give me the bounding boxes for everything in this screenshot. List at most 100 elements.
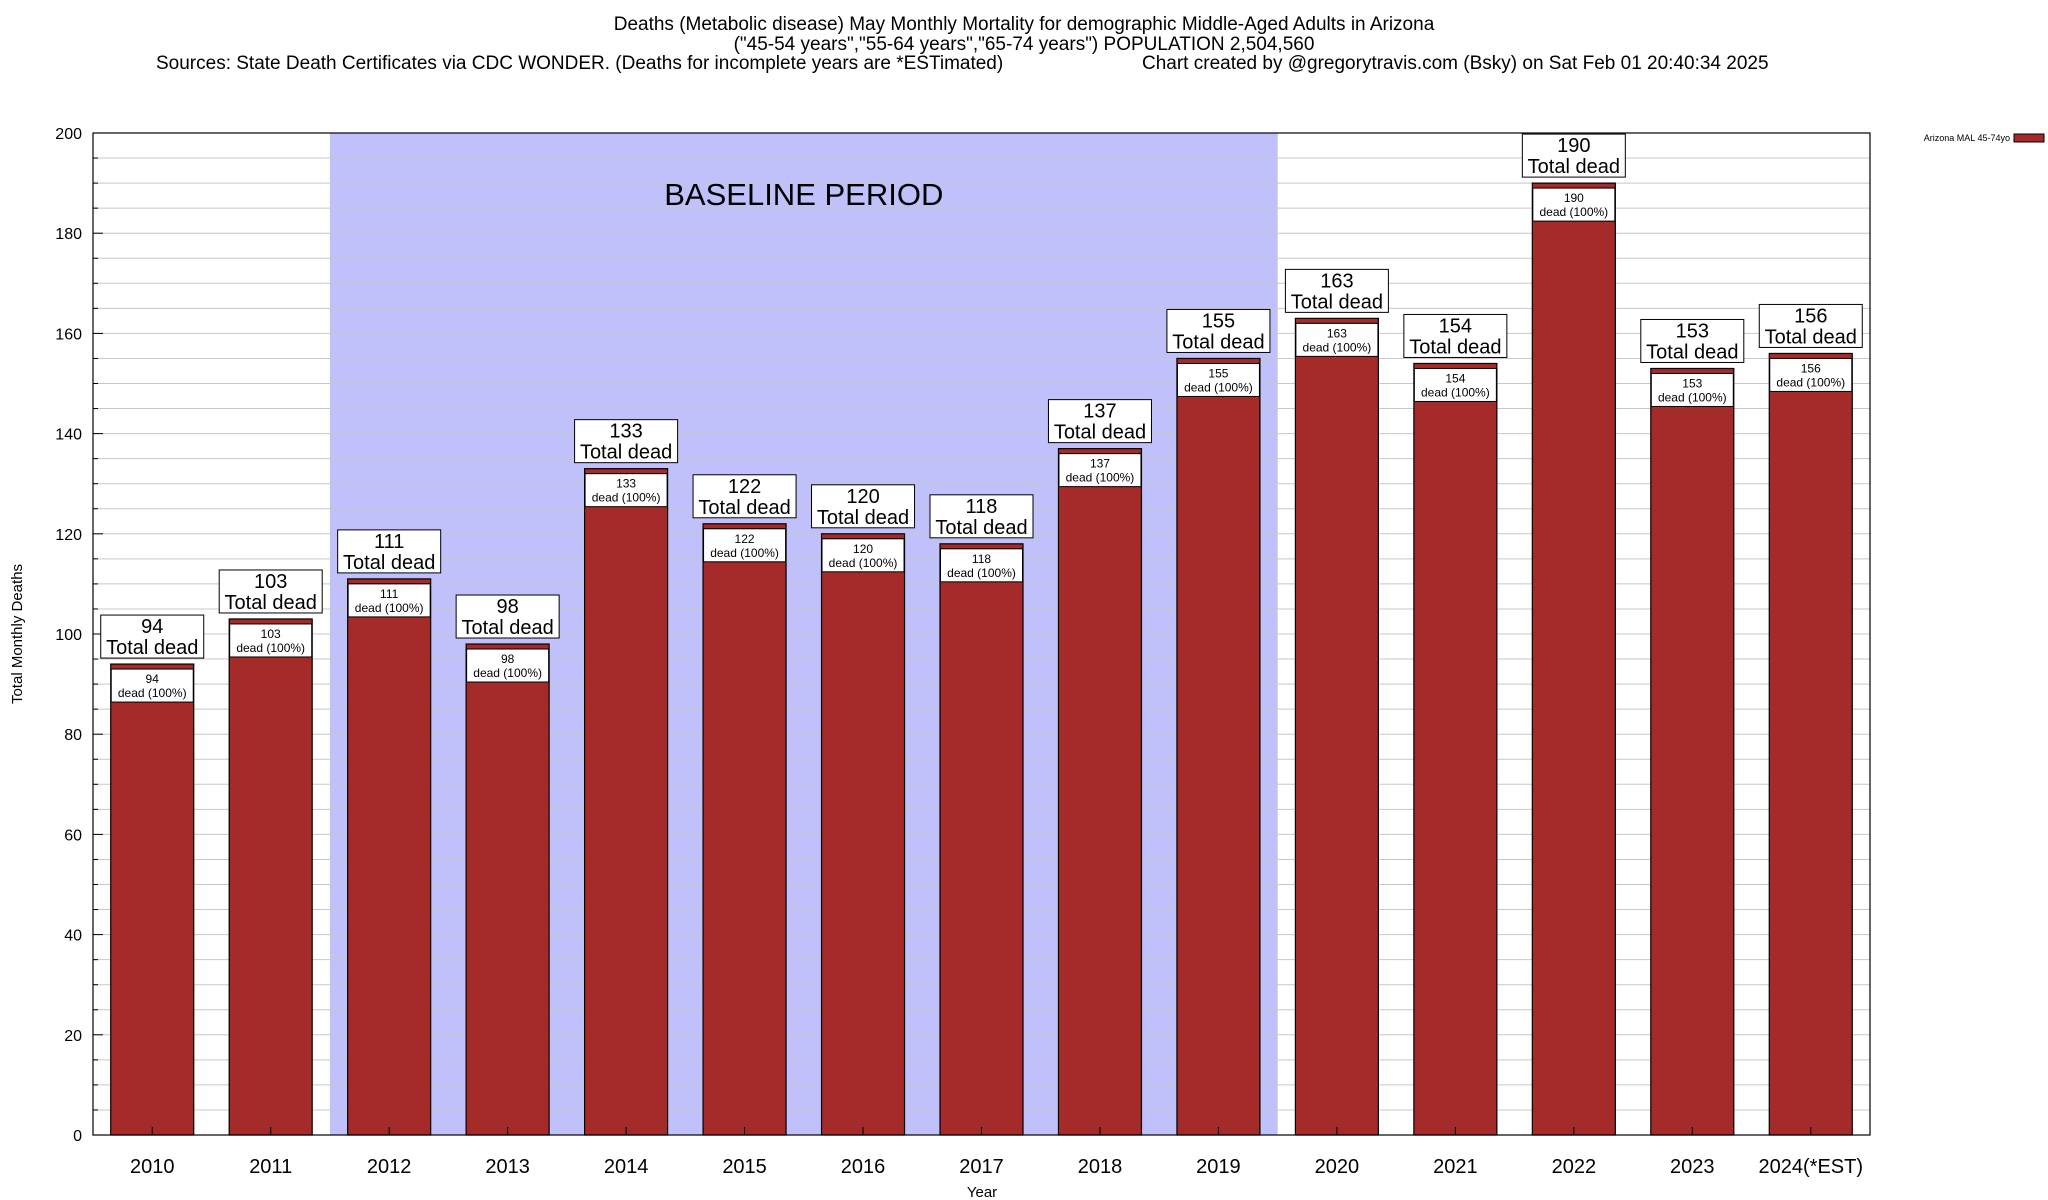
bar-total-value: 137 (1083, 401, 1116, 423)
bar-total-label-box (1166, 308, 1271, 353)
bar-total-label-box (100, 614, 205, 659)
bar-total-label: Total dead (343, 552, 435, 574)
bar-2022 (1531, 182, 1616, 1136)
bar-inner-label: dead (100%) (1066, 471, 1135, 485)
bar-total-value: 120 (846, 486, 879, 508)
y-tick-label: 40 (64, 928, 82, 945)
bar-2012 (347, 578, 432, 1136)
bar-total-value: 94 (141, 616, 163, 638)
bar-inner-label-box (940, 548, 1023, 583)
y-tick-label: 80 (64, 727, 82, 744)
chart-credit: Chart created by @gregorytravis.com (Bsk… (1142, 53, 1769, 74)
bar-total-label-box (1284, 268, 1389, 313)
bar-2024(*EST) (1768, 352, 1853, 1136)
bar-inner-label-box (466, 648, 550, 683)
x-tick-label: 2017 (959, 1156, 1004, 1178)
x-tick-label: 2011 (249, 1156, 292, 1178)
bar-2016 (820, 533, 906, 1136)
bar-total-value: 154 (1439, 315, 1472, 337)
bar-inner-label-box (229, 623, 313, 658)
bar-total-label: Total dead (1409, 336, 1501, 358)
bar-inner-label-box (1650, 372, 1734, 407)
x-tick-label: 2021 (1433, 1156, 1478, 1178)
bar-inner-value: 118 (972, 552, 991, 566)
bar-inner-value: 120 (853, 542, 873, 556)
bar-2013 (465, 643, 550, 1136)
bar-total-label: Total dead (935, 517, 1027, 539)
bar-inner-label-box (347, 583, 431, 618)
bar-total-label: Total dead (106, 637, 198, 659)
bar-inner-value: 190 (1564, 191, 1584, 205)
bar-total-label: Total dead (698, 497, 790, 519)
bar-inner-label: dead (100%) (1303, 340, 1372, 354)
bar-total-label-box (1403, 313, 1508, 358)
bar-inner-label: dead (100%) (355, 601, 424, 615)
bar-total-label: Total dead (1646, 341, 1738, 363)
y-tick-label: 100 (55, 627, 82, 644)
bar-inner-value: 137 (1090, 457, 1110, 471)
bar-inner-value: 122 (735, 532, 755, 546)
bar-total-label-box (455, 594, 560, 639)
bar-inner-label: dead (100%) (1184, 380, 1253, 394)
bar-inner-value: 103 (261, 627, 281, 641)
bar-total-label-box (811, 484, 916, 529)
x-tick-label: 2012 (367, 1156, 412, 1178)
bar-inner-label-box (1176, 362, 1260, 397)
bar-inner-label: dead (100%) (947, 566, 1016, 580)
x-tick-label: 2019 (1196, 1156, 1241, 1178)
x-tick-label: 2020 (1315, 1156, 1360, 1178)
x-tick-label: 2022 (1552, 1156, 1597, 1178)
y-tick-label: 200 (55, 126, 82, 143)
bar-total-value: 153 (1676, 320, 1709, 342)
bar-inner-label: dead (100%) (473, 666, 542, 680)
x-tick-label: 2010 (130, 1156, 175, 1178)
bar-total-label: Total dead (1765, 326, 1857, 348)
bar-total-value: 98 (497, 596, 519, 618)
y-tick-label: 160 (55, 326, 82, 343)
bar-total-label: Total dead (580, 442, 672, 464)
bar-2015 (702, 523, 787, 1136)
bar-inner-value: 156 (1801, 361, 1821, 375)
bar-total-value: 122 (728, 476, 761, 498)
bar-inner-label: dead (100%) (1539, 205, 1608, 219)
chart-title-line-1: Deaths (Metabolic disease) May Monthly M… (613, 14, 1435, 35)
plot-frame (92, 132, 1871, 1136)
bar-inner-label: dead (100%) (592, 491, 661, 505)
bar-total-label-box (218, 569, 323, 614)
legend-swatch (2013, 133, 2045, 143)
y-tick-label: 0 (73, 1128, 82, 1145)
bar-inner-value: 154 (1445, 371, 1465, 385)
x-axis-label: Year (967, 1184, 997, 1200)
bar-inner-label: dead (100%) (236, 641, 305, 655)
bar-total-label-box (692, 474, 797, 519)
x-tick-label: 2018 (1078, 1156, 1123, 1178)
bar-total-value: 155 (1202, 310, 1235, 332)
bar-inner-label-box (1769, 357, 1853, 392)
bar-total-value: 111 (374, 531, 404, 553)
bar-2018 (1057, 448, 1143, 1136)
bar-total-label-box (574, 419, 679, 464)
bar-2011 (228, 618, 313, 1136)
x-tick-label: 2013 (485, 1156, 530, 1178)
x-tick-label: 2015 (722, 1156, 767, 1178)
bar-2019 (1176, 357, 1261, 1136)
y-tick-label: 180 (55, 226, 82, 243)
bar-inner-label: dead (100%) (1776, 375, 1845, 389)
bar-total-label-box (929, 494, 1034, 539)
chart-title-line-2: ("45-54 years","55-64 years","65-74 year… (733, 34, 1315, 55)
baseline-period-label: BASELINE PERIOD (664, 177, 943, 212)
y-tick-label: 140 (55, 427, 82, 444)
bar-inner-label-box (1058, 453, 1142, 488)
bar-inner-label: dead (100%) (1421, 385, 1490, 399)
bar-total-value: 190 (1557, 135, 1590, 157)
bar-total-value: 156 (1794, 305, 1827, 327)
bar-inner-label-box (1413, 367, 1497, 402)
bar-total-label: Total dead (225, 592, 317, 614)
bar-inner-value: 153 (1682, 376, 1702, 390)
bar-inner-label-box (584, 473, 668, 508)
bar-inner-value: 94 (146, 672, 160, 686)
y-tick-label: 60 (64, 827, 82, 844)
bar-total-label: Total dead (1172, 331, 1264, 353)
bar-inner-value: 98 (501, 652, 515, 666)
bar-total-label: Total dead (1291, 291, 1383, 313)
